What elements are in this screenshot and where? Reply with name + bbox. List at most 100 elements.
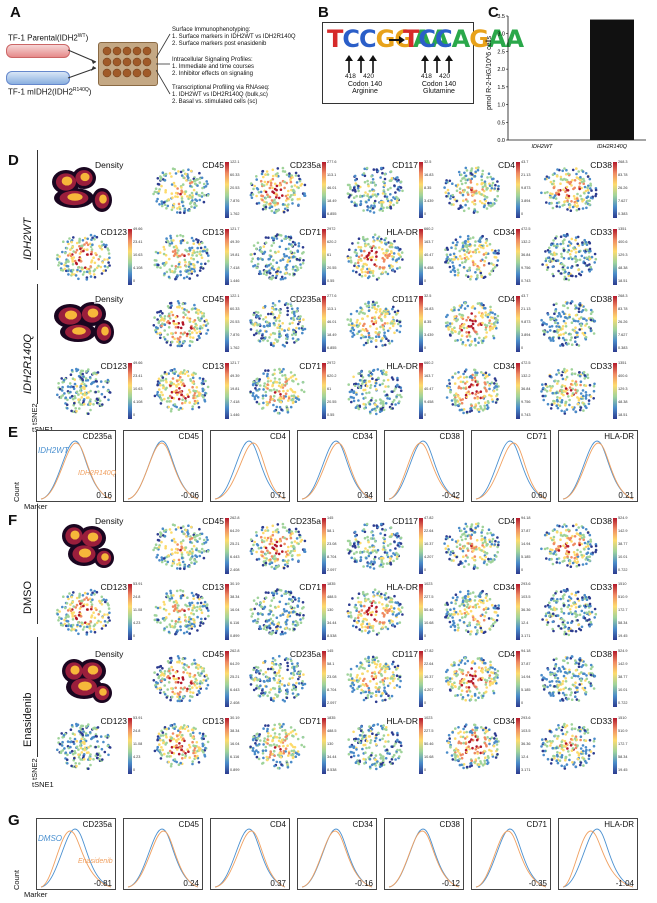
colorbar-tick: 1.446 — [230, 413, 240, 417]
tsne-point — [382, 180, 385, 184]
tsne-point — [175, 322, 179, 326]
tsne-point — [83, 598, 86, 601]
tsne-point — [197, 308, 201, 312]
tsne-point — [179, 331, 183, 335]
tsne-point — [487, 262, 491, 265]
tsne-point — [291, 610, 295, 614]
tsne-point — [287, 247, 290, 250]
tsne-point — [475, 332, 479, 336]
tsne-point — [540, 318, 543, 322]
tsne-point — [71, 245, 75, 249]
tsne-point — [303, 183, 307, 187]
tsne-point — [170, 390, 174, 394]
tsne-point — [263, 625, 267, 628]
tsne-point — [560, 399, 564, 402]
tsne-point — [75, 603, 79, 607]
tsne-point — [361, 267, 364, 271]
tsne-point — [272, 613, 275, 617]
tsne-point — [297, 244, 301, 248]
tsne-point — [370, 340, 373, 343]
tsne-point — [273, 377, 277, 380]
tsne-point — [158, 310, 161, 314]
tsne-point — [474, 393, 478, 396]
tsne-point — [398, 330, 402, 334]
tsne-point — [584, 391, 588, 394]
tsne-point — [267, 369, 270, 372]
tsne-marker-label: CD123 — [99, 582, 128, 592]
tsne-point — [290, 541, 294, 544]
tsne-point — [446, 384, 449, 388]
tsne-point — [251, 394, 255, 397]
tsne-point — [187, 627, 191, 630]
tsne-point — [577, 310, 581, 313]
tsne-point — [205, 251, 209, 255]
tsne-point — [190, 551, 194, 555]
tsne-point — [249, 538, 253, 541]
colorbar-tick: 48.38 — [618, 266, 628, 270]
curve-series-b — [475, 442, 547, 500]
colorbar-tick: 38.34 — [230, 595, 240, 599]
tsne-point — [281, 632, 285, 636]
tsne-marker-label: CD34 — [492, 227, 516, 237]
tsne-point — [83, 243, 86, 246]
colorbar-labels: 660.2 163.7 40.47 9.458 0 — [423, 227, 437, 287]
tsne-point — [549, 243, 553, 247]
tsne-point — [73, 401, 76, 405]
tsne-point — [398, 400, 401, 403]
tsne-point — [476, 274, 479, 277]
tsne-point — [483, 387, 487, 390]
tsne-point — [573, 186, 576, 190]
tsne-point — [198, 181, 202, 184]
tsne-point — [182, 276, 186, 280]
tsne-point — [448, 201, 451, 205]
tsne-point — [153, 263, 157, 267]
tsne-point — [368, 256, 372, 260]
tsne-point — [578, 328, 581, 331]
tsne-point — [78, 245, 81, 248]
tsne-point — [281, 170, 285, 173]
tsne-point — [198, 194, 202, 197]
tsne-point — [200, 256, 204, 259]
tsne-point — [391, 322, 394, 325]
tsne-point — [192, 239, 195, 242]
tsne-point — [364, 191, 367, 194]
tsne-point — [392, 398, 396, 402]
tsne-point — [445, 257, 448, 261]
tsne-point — [288, 322, 292, 325]
tsne-point — [497, 252, 500, 255]
tsne-point — [277, 564, 280, 568]
tsne-point — [163, 371, 167, 374]
tsne-point — [445, 180, 448, 184]
tsne-point — [352, 196, 356, 199]
tsne-point — [393, 310, 397, 314]
tsne-marker-label: CD13 — [201, 361, 225, 371]
tsne-point — [454, 372, 457, 375]
tsne-point — [287, 613, 290, 617]
tsne-point — [255, 194, 258, 198]
tsne-point — [557, 336, 561, 340]
tsne-point — [467, 390, 470, 393]
tsne-point — [392, 305, 395, 309]
tsne-point — [491, 400, 495, 403]
tsne-point — [272, 344, 275, 348]
tsne-point — [446, 255, 449, 259]
tsne-point — [478, 240, 482, 243]
tsne-point — [350, 200, 353, 204]
tsne-point — [186, 530, 189, 534]
tsne-point — [162, 529, 166, 533]
tsne-point — [564, 331, 567, 335]
tsne-point — [159, 534, 162, 537]
codon-arrows-wt — [345, 55, 377, 73]
tsne-point — [249, 328, 253, 331]
histogram-cd45: CD45 -0.06 — [123, 430, 203, 502]
tsne-point — [569, 338, 572, 342]
tsne-point — [76, 623, 79, 627]
tsne-point — [579, 408, 582, 412]
tsne-point — [184, 399, 188, 403]
tsne-point — [251, 549, 255, 552]
tsne-point — [483, 404, 486, 408]
tsne-point — [581, 207, 585, 210]
tsne-point — [461, 341, 465, 344]
tsne-point — [273, 316, 277, 319]
tsne-point — [169, 236, 173, 240]
